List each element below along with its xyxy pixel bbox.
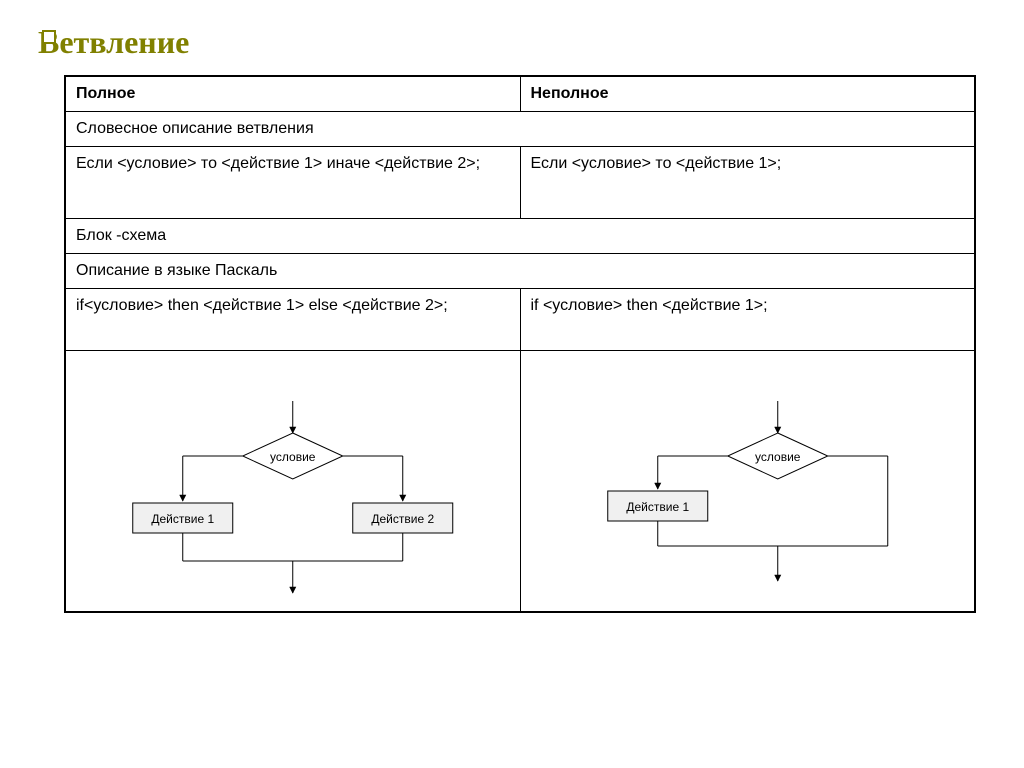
pascal-row: if<условие> then <действие 1> else <дейс… — [65, 289, 975, 351]
verbal-description-header: Словесное описание ветвления — [65, 112, 975, 147]
header-full: Полное — [65, 76, 520, 112]
pascal-header-row: Описание в языке Паскаль — [65, 254, 975, 289]
condition-label: условие — [755, 450, 801, 464]
partial-branch-flowchart: условие Действие 1 — [521, 351, 975, 611]
full-branch-flowchart: условие Действие 1 Действие 2 — [66, 351, 520, 611]
verbal-row: Если <условие> то <действие 1> иначе <де… — [65, 147, 975, 219]
action1-label: Действие 1 — [626, 500, 689, 514]
header-row: Полное Неполное — [65, 76, 975, 112]
branching-table: Полное Неполное Словесное описание ветвл… — [64, 75, 976, 613]
header-partial: Неполное — [520, 76, 975, 112]
block-diagram-header-row: Блок -схема — [65, 219, 975, 254]
pascal-header: Описание в языке Паскаль — [65, 254, 975, 289]
verbal-partial-cell: Если <условие> то <действие 1>; — [520, 147, 975, 219]
verbal-header-row: Словесное описание ветвления — [65, 112, 975, 147]
action1-label: Действие 1 — [151, 512, 214, 526]
diagram-partial-cell: условие Действие 1 — [520, 351, 975, 613]
block-diagram-header: Блок -схема — [65, 219, 975, 254]
page-title: Ветвление — [64, 24, 976, 61]
pascal-partial-cell: if <условие> then <действие 1>; — [520, 289, 975, 351]
title-bullet — [42, 30, 56, 44]
diagram-row: условие Действие 1 Действие 2 — [65, 351, 975, 613]
action2-label: Действие 2 — [371, 512, 434, 526]
verbal-full-cell: Если <условие> то <действие 1> иначе <де… — [65, 147, 520, 219]
condition-label: условие — [270, 450, 316, 464]
diagram-full-cell: условие Действие 1 Действие 2 — [65, 351, 520, 613]
pascal-full-cell: if<условие> then <действие 1> else <дейс… — [65, 289, 520, 351]
